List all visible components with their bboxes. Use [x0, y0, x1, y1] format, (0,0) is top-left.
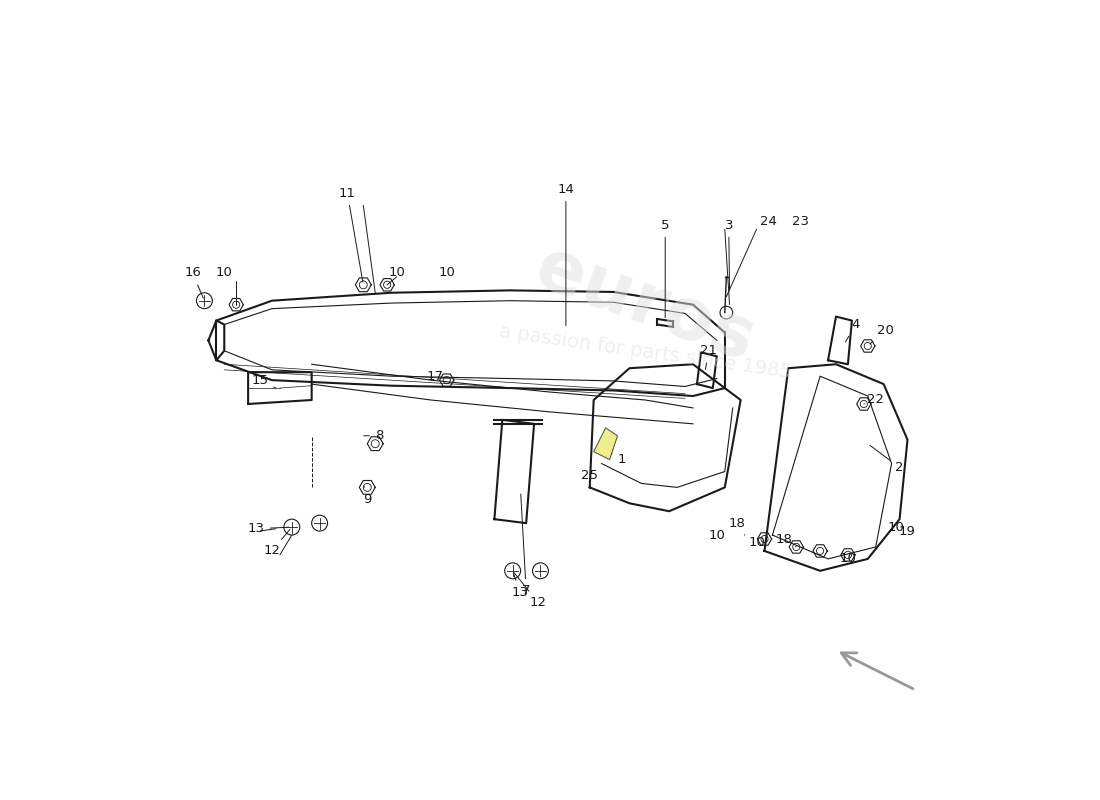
Text: 3: 3	[725, 218, 733, 290]
Text: 4: 4	[846, 318, 860, 342]
Text: 11: 11	[339, 187, 363, 282]
Text: 19: 19	[899, 525, 916, 538]
Text: 20: 20	[870, 323, 893, 344]
Text: 13: 13	[248, 522, 289, 535]
Text: 5: 5	[661, 218, 670, 318]
Text: 23: 23	[792, 214, 808, 228]
Text: 18: 18	[728, 517, 745, 535]
Text: 10: 10	[887, 521, 904, 534]
Text: 1: 1	[612, 453, 626, 466]
Text: 10: 10	[839, 552, 857, 566]
Text: euros: euros	[526, 233, 764, 376]
Text: 21: 21	[701, 344, 717, 370]
Text: 10: 10	[748, 537, 764, 550]
Text: 9: 9	[363, 486, 372, 506]
Text: 12: 12	[515, 573, 547, 609]
Text: 10: 10	[388, 266, 405, 279]
Text: 17: 17	[427, 370, 443, 382]
Text: 2: 2	[870, 446, 904, 474]
Text: 8: 8	[364, 430, 384, 442]
Text: 10: 10	[216, 266, 233, 279]
Text: 13: 13	[512, 574, 528, 598]
Text: 24: 24	[760, 214, 777, 228]
Polygon shape	[594, 428, 617, 459]
Text: 25: 25	[581, 469, 598, 482]
Text: 10: 10	[708, 529, 725, 542]
Text: 14: 14	[558, 183, 574, 326]
Text: 18: 18	[776, 533, 796, 547]
Text: 7: 7	[520, 494, 530, 597]
Text: 16: 16	[184, 266, 204, 298]
Text: 22: 22	[864, 394, 884, 406]
Text: a passion for parts since 1985: a passion for parts since 1985	[498, 322, 793, 382]
Text: 10: 10	[438, 266, 455, 279]
Text: 15: 15	[252, 374, 276, 388]
Text: 12: 12	[263, 530, 290, 558]
